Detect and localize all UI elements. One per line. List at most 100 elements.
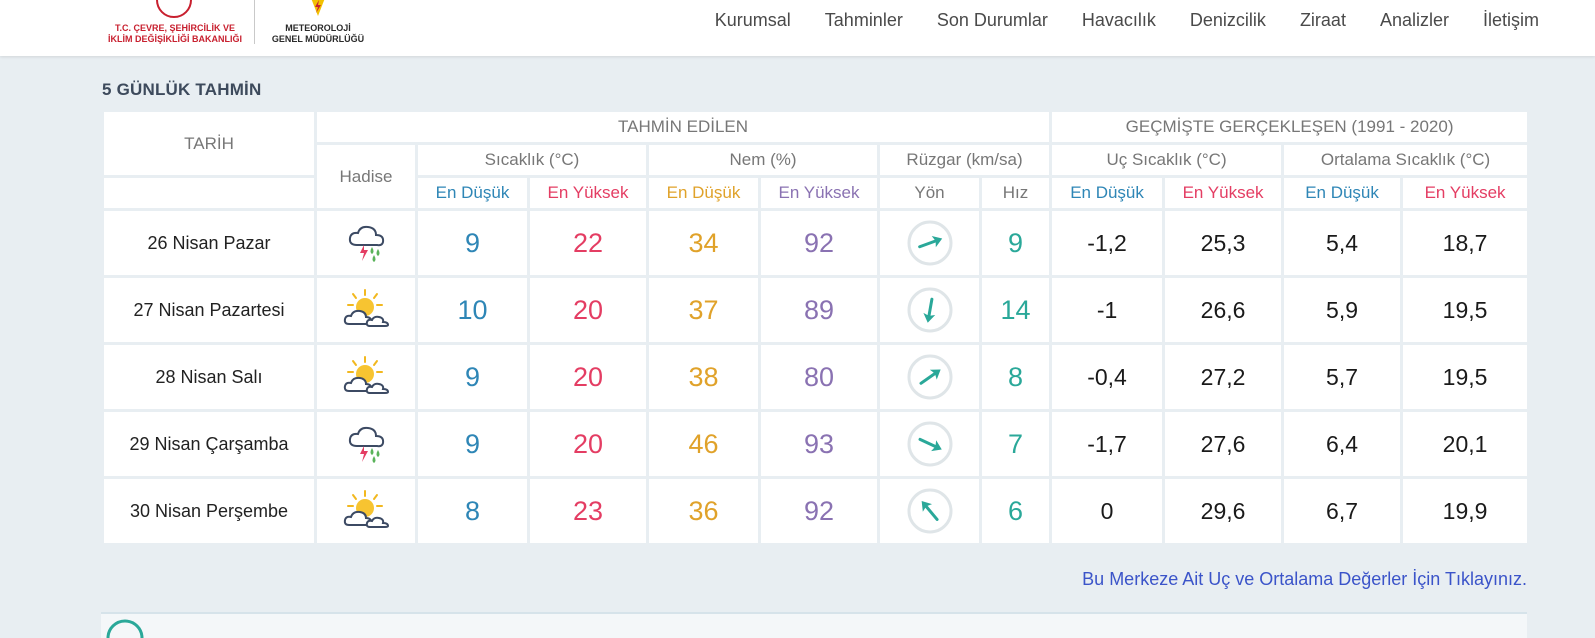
row-average-min: 6,7 xyxy=(1284,479,1401,543)
row-average-min: 5,9 xyxy=(1284,278,1401,342)
nav-havacilik[interactable]: Havacılık xyxy=(1081,10,1156,30)
row-humidity-min: 46 xyxy=(649,412,758,476)
row-wind-speed: 14 xyxy=(982,278,1050,342)
row-extreme-max: 29,6 xyxy=(1165,479,1282,543)
header-sicaklik: Sıcaklık (°C) xyxy=(418,145,646,175)
header-ort-en-yuksek: En Yüksek xyxy=(1403,178,1528,208)
compass-icon xyxy=(106,619,144,638)
row-temp-max: 23 xyxy=(530,479,646,543)
mgm-name-line1: METEOROLOJİ xyxy=(285,23,351,33)
row-average-max: 19,5 xyxy=(1403,345,1528,409)
row-extreme-min: -1,7 xyxy=(1052,412,1163,476)
table-row: 28 Nisan Salı 9 20 38 80 8 -0,4 27,2 5,7… xyxy=(104,345,1528,409)
table-row: 29 Nisan Çarşamba 9 20 46 93 7 -1,7 27,6… xyxy=(104,412,1528,476)
row-wind-direction xyxy=(880,278,979,342)
main-menu: Kurumsal Tahminler Son Durumlar Havacılı… xyxy=(715,10,1539,31)
header-sicaklik-en-dusuk: En Düşük xyxy=(418,178,527,208)
row-wind-direction xyxy=(880,479,979,543)
header-nem: Nem (%) xyxy=(649,145,877,175)
row-date: 29 Nisan Çarşamba xyxy=(104,412,314,476)
wind-direction-arrow-icon xyxy=(907,421,952,467)
row-average-max: 20,1 xyxy=(1403,412,1528,476)
row-extreme-min: 0 xyxy=(1052,479,1163,543)
nav-tahminler[interactable]: Tahminler xyxy=(824,10,903,30)
header-uc-en-dusuk: En Düşük xyxy=(1052,178,1163,208)
bottom-panel xyxy=(101,612,1527,638)
nav-analizler[interactable]: Analizler xyxy=(1379,10,1449,30)
row-weather-cell xyxy=(317,278,415,342)
header-yon: Yön xyxy=(880,178,979,208)
row-humidity-max: 92 xyxy=(761,479,877,543)
ministry-name-line2: İKLİM DEĞİŞİKLİĞİ BAKANLIĞI xyxy=(108,34,242,44)
logo-divider xyxy=(254,0,255,44)
historical-values-link[interactable]: Bu Merkeze Ait Uç ve Ortalama Değerler İ… xyxy=(1082,569,1527,589)
nav-kurumsal[interactable]: Kurumsal xyxy=(714,10,791,30)
row-extreme-max: 27,2 xyxy=(1165,345,1282,409)
table-row: 30 Nisan Perşembe 8 23 36 92 6 0 29,6 6,… xyxy=(104,479,1528,543)
wind-direction-arrow-icon xyxy=(907,220,952,266)
row-temp-min: 9 xyxy=(418,412,527,476)
ministry-name-line1: T.C. ÇEVRE, ŞEHİRCİLİK VE xyxy=(114,23,236,33)
header-ruzgar: Rüzgar (km/sa) xyxy=(880,145,1050,175)
mgm-logo[interactable]: METEOROLOJİ GENEL MÜDÜRLÜĞÜ xyxy=(268,0,368,50)
row-humidity-max: 89 xyxy=(761,278,877,342)
row-date: 28 Nisan Salı xyxy=(104,345,314,409)
header-hadise: Hadise xyxy=(317,145,415,208)
partly-cloudy-icon xyxy=(343,356,390,394)
nav-iletisim[interactable]: İletişim xyxy=(1482,10,1539,30)
row-wind-speed: 8 xyxy=(982,345,1050,409)
row-extreme-max: 25,3 xyxy=(1165,211,1282,275)
row-humidity-min: 36 xyxy=(649,479,758,543)
row-temp-max: 20 xyxy=(530,345,646,409)
ministry-logo[interactable]: T.C. ÇEVRE, ŞEHİRCİLİK VE İKLİM DEĞİŞİKL… xyxy=(104,0,246,50)
header-ort-en-dusuk: En Düşük xyxy=(1284,178,1401,208)
row-wind-speed: 9 xyxy=(982,211,1050,275)
row-weather-cell xyxy=(317,211,415,275)
header-ortalama-sicaklik: Ortalama Sıcaklık (°C) xyxy=(1284,145,1528,175)
row-average-min: 5,4 xyxy=(1284,211,1401,275)
row-temp-min: 8 xyxy=(418,479,527,543)
wind-direction-arrow-icon xyxy=(907,287,952,333)
row-humidity-max: 80 xyxy=(761,345,877,409)
row-wind-speed: 6 xyxy=(982,479,1050,543)
header-uc-en-yuksek: En Yüksek xyxy=(1165,178,1282,208)
lightning-bolt-icon xyxy=(311,0,325,16)
row-humidity-max: 92 xyxy=(761,211,877,275)
row-temp-max: 20 xyxy=(530,412,646,476)
row-average-min: 5,7 xyxy=(1284,345,1401,409)
nav-ziraat[interactable]: Ziraat xyxy=(1299,10,1346,30)
header-nem-en-yuksek: En Yüksek xyxy=(761,178,877,208)
row-humidity-min: 38 xyxy=(649,345,758,409)
row-average-max: 18,7 xyxy=(1403,211,1528,275)
row-wind-direction xyxy=(880,345,979,409)
row-humidity-max: 93 xyxy=(761,412,877,476)
row-average-min: 6,4 xyxy=(1284,412,1401,476)
row-extreme-max: 27,6 xyxy=(1165,412,1282,476)
thunder-rain-icon xyxy=(348,225,385,262)
nav-denizcilik[interactable]: Denizcilik xyxy=(1189,10,1266,30)
thunder-rain-icon xyxy=(348,426,385,463)
nav-son-durumlar[interactable]: Son Durumlar xyxy=(936,10,1048,30)
row-wind-direction xyxy=(880,412,979,476)
row-extreme-min: -1 xyxy=(1052,278,1163,342)
row-temp-min: 9 xyxy=(418,345,527,409)
row-wind-speed: 7 xyxy=(982,412,1050,476)
header-tarih-spacer xyxy=(104,178,314,208)
row-extreme-min: -1,2 xyxy=(1052,211,1163,275)
row-weather-cell xyxy=(317,412,415,476)
row-average-max: 19,5 xyxy=(1403,278,1528,342)
wind-direction-arrow-icon xyxy=(907,354,952,400)
row-extreme-min: -0,4 xyxy=(1052,345,1163,409)
row-date: 30 Nisan Perşembe xyxy=(104,479,314,543)
row-weather-cell xyxy=(317,345,415,409)
header-gecmiste-gerceklesen: GEÇMİŞTE GERÇEKLEŞEN (1991 - 2020) xyxy=(1052,112,1528,142)
header-tahmin-edilen: TAHMİN EDİLEN xyxy=(317,112,1050,142)
row-date: 26 Nisan Pazar xyxy=(104,211,314,275)
header-nem-en-dusuk: En Düşük xyxy=(649,178,758,208)
partly-cloudy-icon xyxy=(343,289,390,327)
ministry-emblem-icon xyxy=(156,0,192,18)
header-uc-sicaklik: Uç Sıcaklık (°C) xyxy=(1052,145,1282,175)
header-hiz: Hız xyxy=(982,178,1050,208)
top-navbar: T.C. ÇEVRE, ŞEHİRCİLİK VE İKLİM DEĞİŞİKL… xyxy=(0,0,1595,56)
row-temp-min: 9 xyxy=(418,211,527,275)
